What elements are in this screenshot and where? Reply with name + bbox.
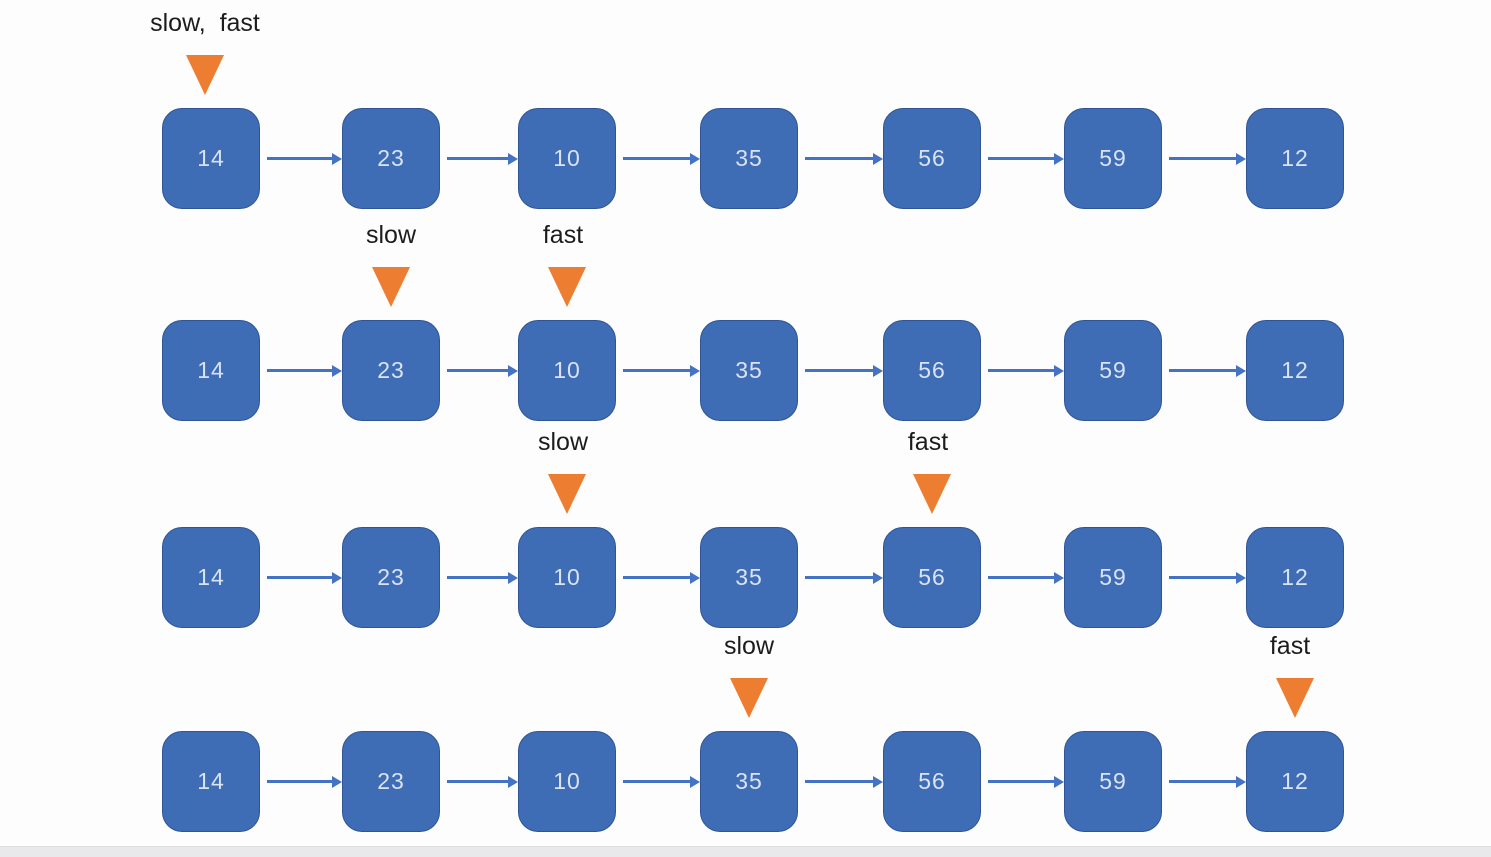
pointer-arrow-icon xyxy=(730,678,768,718)
next-arrow-icon xyxy=(1169,775,1246,788)
pointer-arrow-icon xyxy=(372,267,410,307)
next-arrow-icon xyxy=(988,364,1064,377)
next-arrow-icon xyxy=(447,364,518,377)
linked-list-row-1: slow, fast 14 23 10 35 56 59 12 xyxy=(0,9,1491,209)
list-node: 59 xyxy=(1064,108,1162,209)
list-node: 59 xyxy=(1064,320,1162,421)
list-node: 23 xyxy=(342,108,440,209)
list-node: 23 xyxy=(342,731,440,832)
list-node: 10 xyxy=(518,731,616,832)
next-arrow-icon xyxy=(267,775,342,788)
next-arrow-icon xyxy=(805,364,883,377)
pointer-arrow-icon xyxy=(548,474,586,514)
list-node: 10 xyxy=(518,108,616,209)
linked-list-row-3: slow fast 14 23 10 35 56 59 12 xyxy=(0,428,1491,628)
list-node: 35 xyxy=(700,527,798,628)
pointer-arrow-icon xyxy=(1276,678,1314,718)
next-arrow-icon xyxy=(267,152,342,165)
next-arrow-icon xyxy=(623,775,700,788)
next-arrow-icon xyxy=(988,571,1064,584)
pointer-label: slow xyxy=(723,632,775,660)
next-arrow-icon xyxy=(805,152,883,165)
list-node: 10 xyxy=(518,320,616,421)
list-node: 56 xyxy=(883,527,981,628)
linked-list-row-2: slow fast 14 23 10 35 56 59 12 xyxy=(0,221,1491,421)
next-arrow-icon xyxy=(447,571,518,584)
next-arrow-icon xyxy=(447,775,518,788)
pointer-label: slow xyxy=(365,221,417,249)
pointer-arrow-icon xyxy=(913,474,951,514)
next-arrow-icon xyxy=(1169,364,1246,377)
pointer-label: fast xyxy=(542,221,584,249)
pointer-arrow-icon xyxy=(186,55,224,95)
next-arrow-icon xyxy=(623,364,700,377)
next-arrow-icon xyxy=(988,152,1064,165)
next-arrow-icon xyxy=(1169,571,1246,584)
list-node: 12 xyxy=(1246,731,1344,832)
next-arrow-icon xyxy=(623,152,700,165)
pointer-arrow-icon xyxy=(548,267,586,307)
list-node: 23 xyxy=(342,527,440,628)
list-node: 14 xyxy=(162,108,260,209)
next-arrow-icon xyxy=(447,152,518,165)
list-node: 12 xyxy=(1246,320,1344,421)
list-node: 23 xyxy=(342,320,440,421)
pointer-label: slow, fast xyxy=(150,9,260,37)
pointer-label: fast xyxy=(907,428,949,456)
next-arrow-icon xyxy=(1169,152,1246,165)
list-node: 14 xyxy=(162,527,260,628)
list-node: 59 xyxy=(1064,731,1162,832)
list-node: 35 xyxy=(700,108,798,209)
list-node: 56 xyxy=(883,320,981,421)
next-arrow-icon xyxy=(805,571,883,584)
bottom-bar xyxy=(0,846,1491,857)
list-node: 56 xyxy=(883,731,981,832)
list-node: 35 xyxy=(700,320,798,421)
list-node: 12 xyxy=(1246,108,1344,209)
next-arrow-icon xyxy=(267,571,342,584)
list-node: 10 xyxy=(518,527,616,628)
list-node: 59 xyxy=(1064,527,1162,628)
linked-list-row-4: slow fast 14 23 10 35 56 59 12 xyxy=(0,632,1491,832)
next-arrow-icon xyxy=(805,775,883,788)
list-node: 35 xyxy=(700,731,798,832)
list-node: 56 xyxy=(883,108,981,209)
list-node: 12 xyxy=(1246,527,1344,628)
next-arrow-icon xyxy=(267,364,342,377)
list-node: 14 xyxy=(162,731,260,832)
next-arrow-icon xyxy=(988,775,1064,788)
pointer-label: slow xyxy=(537,428,589,456)
pointer-label: fast xyxy=(1269,632,1311,660)
next-arrow-icon xyxy=(623,571,700,584)
list-node: 14 xyxy=(162,320,260,421)
